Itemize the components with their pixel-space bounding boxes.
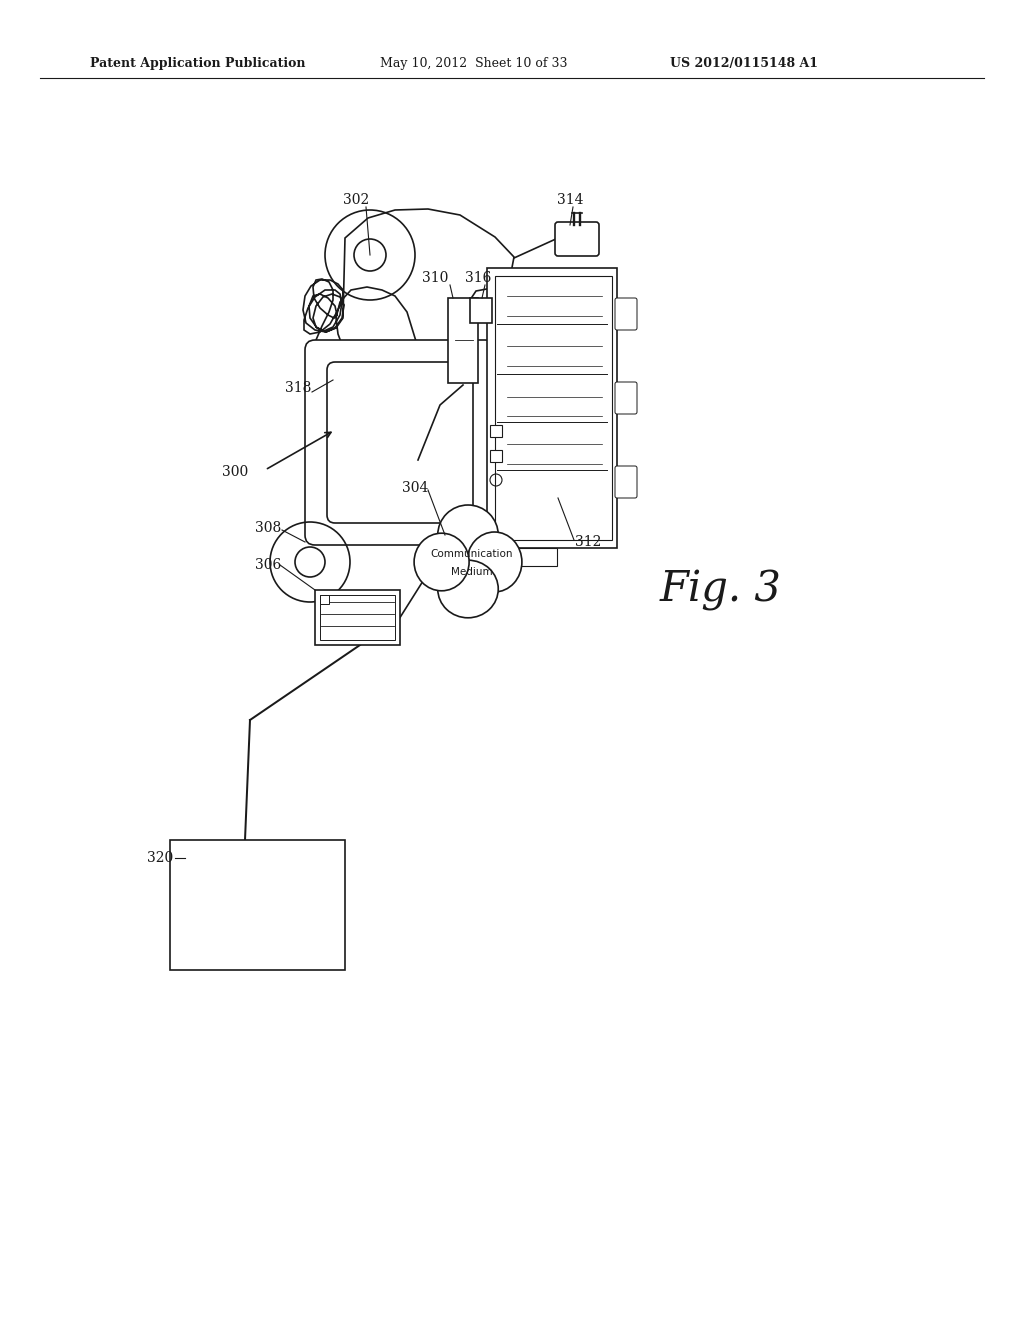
Text: 306: 306: [255, 558, 282, 572]
Text: 320: 320: [146, 851, 173, 865]
FancyBboxPatch shape: [615, 466, 637, 498]
FancyBboxPatch shape: [305, 341, 495, 545]
Bar: [487, 268, 617, 548]
Bar: [315, 590, 400, 645]
Text: 304: 304: [401, 480, 428, 495]
Text: 312: 312: [574, 535, 601, 549]
Text: May 10, 2012  Sheet 10 of 33: May 10, 2012 Sheet 10 of 33: [380, 58, 567, 70]
Text: Fig. 3: Fig. 3: [660, 569, 782, 611]
Bar: [495, 276, 612, 540]
Bar: [490, 450, 502, 462]
Bar: [470, 298, 492, 323]
PathPatch shape: [303, 209, 514, 380]
Ellipse shape: [414, 533, 469, 591]
Text: Medium: Medium: [452, 568, 493, 577]
Text: 318: 318: [285, 381, 311, 395]
Bar: [319, 595, 395, 640]
Bar: [517, 548, 557, 566]
Text: 310: 310: [422, 271, 449, 285]
Ellipse shape: [437, 506, 499, 565]
Text: 314: 314: [557, 193, 584, 207]
Text: Patent Application Publication: Patent Application Publication: [90, 58, 305, 70]
Text: US 2012/0115148 A1: US 2012/0115148 A1: [670, 58, 818, 70]
Ellipse shape: [437, 560, 499, 618]
Bar: [490, 425, 502, 437]
Text: 300: 300: [222, 465, 248, 479]
Bar: [449, 298, 478, 383]
FancyBboxPatch shape: [615, 298, 637, 330]
Bar: [170, 840, 345, 970]
Text: 316: 316: [465, 271, 492, 285]
Text: 302: 302: [343, 193, 369, 207]
FancyBboxPatch shape: [327, 362, 473, 523]
FancyBboxPatch shape: [615, 381, 637, 414]
Text: 308: 308: [255, 521, 282, 535]
FancyBboxPatch shape: [555, 222, 599, 256]
Text: Communication: Communication: [431, 549, 513, 558]
Ellipse shape: [467, 532, 522, 591]
Bar: [319, 595, 329, 605]
